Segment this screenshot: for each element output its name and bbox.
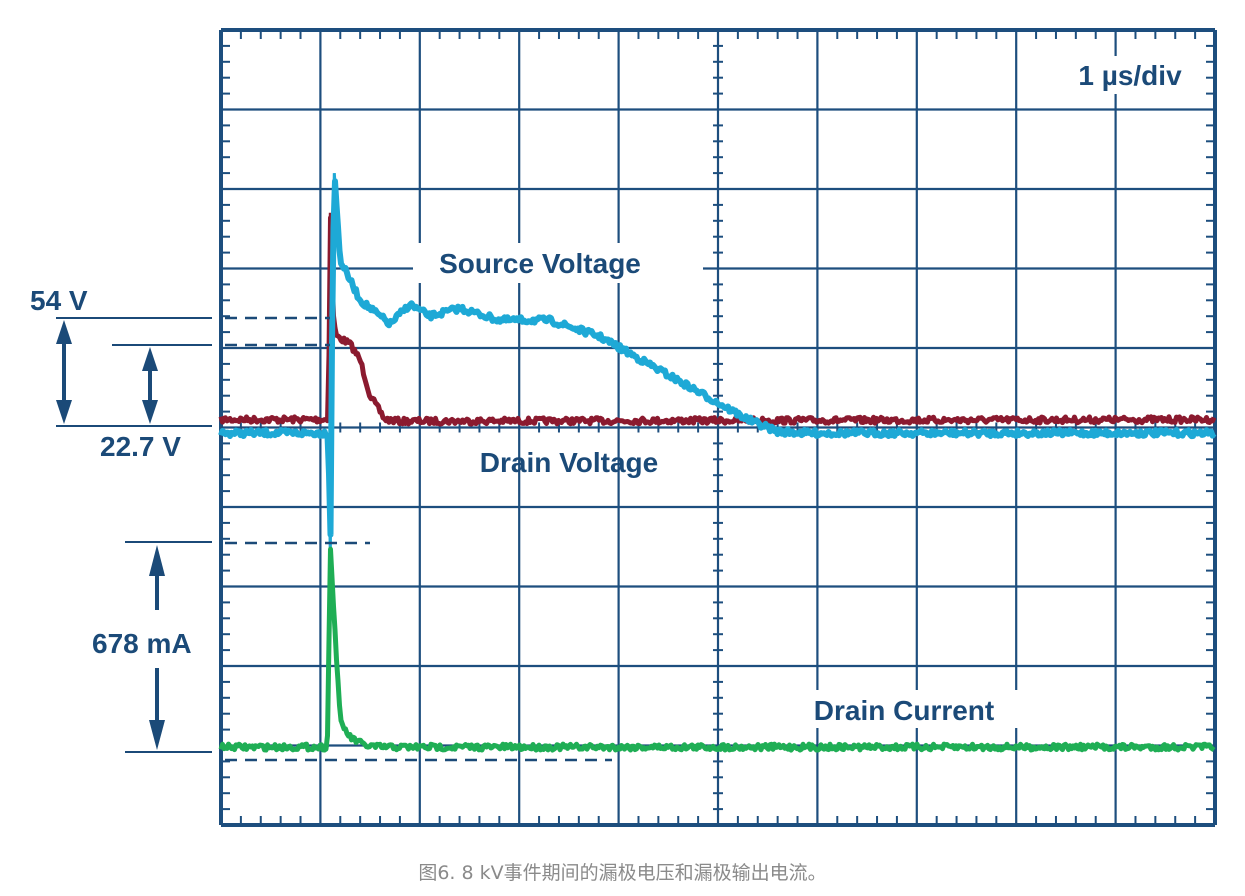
traces bbox=[218, 172, 1217, 753]
drain-current-spike bbox=[325, 546, 342, 748]
current-delta-label: 678 mA bbox=[92, 628, 192, 659]
grid bbox=[219, 28, 1217, 827]
source-delta-label: 54 V bbox=[30, 285, 88, 316]
source-voltage-trace bbox=[218, 178, 1217, 538]
source-voltage-spike bbox=[326, 172, 342, 555]
drain-current-label: Drain Current bbox=[814, 695, 994, 726]
label-bg bbox=[1062, 56, 1200, 94]
drain-current-trace bbox=[218, 546, 1216, 753]
drain-delta-label: 22.7 V bbox=[100, 431, 181, 462]
arrow-up-icon bbox=[56, 320, 72, 344]
arrow-down-icon bbox=[149, 720, 165, 750]
timebase-label: 1 µs/div bbox=[1078, 60, 1182, 91]
drain-voltage-trace bbox=[218, 215, 1217, 427]
figure-caption: 图6. 8 kV事件期间的漏极电压和漏极输出电流。 bbox=[418, 862, 827, 884]
drain-voltage-label: Drain Voltage bbox=[480, 447, 658, 478]
annotations bbox=[56, 316, 612, 762]
label-bg bbox=[413, 243, 703, 283]
source-voltage-label: Source Voltage bbox=[439, 248, 641, 279]
arrow-down-icon bbox=[142, 400, 158, 424]
arrow-up-icon bbox=[149, 545, 165, 576]
label-bg bbox=[790, 690, 1018, 728]
arrow-down-icon bbox=[56, 400, 72, 424]
arrow-up-icon bbox=[142, 347, 158, 371]
